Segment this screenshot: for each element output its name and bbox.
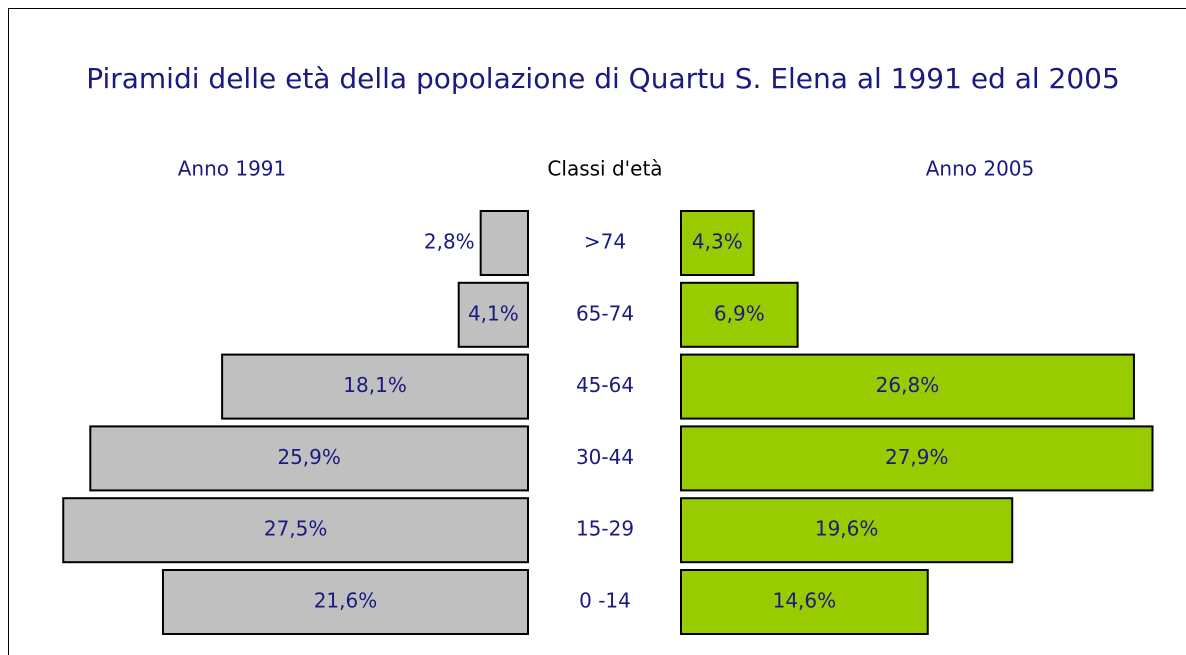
bar — [680, 569, 929, 635]
bar — [221, 353, 530, 420]
value-label: 25,9% — [277, 445, 341, 469]
value-label: 27,9% — [885, 445, 949, 469]
value-label: 21,6% — [314, 589, 378, 613]
category-heading: Classi d'età — [547, 157, 662, 181]
value-label: 2,8% — [424, 230, 475, 254]
bar — [680, 353, 1135, 420]
bar — [680, 281, 799, 348]
category-label: 0 -14 — [579, 589, 631, 613]
bar — [62, 497, 529, 564]
value-label: 4,1% — [468, 301, 519, 325]
value-label: 19,6% — [815, 517, 879, 541]
value-label: 27,5% — [264, 517, 328, 541]
bar — [457, 281, 529, 348]
bar — [479, 210, 529, 276]
bar — [680, 210, 755, 276]
legend-left: Anno 1991 — [178, 157, 287, 181]
bar — [680, 497, 1014, 564]
bar — [161, 569, 530, 635]
category-label: 45-64 — [576, 373, 634, 397]
value-label: 6,9% — [714, 301, 765, 325]
value-label: 18,1% — [343, 373, 407, 397]
chart-title: Piramidi delle età della popolazione di … — [86, 62, 1120, 95]
category-label: >74 — [584, 230, 626, 254]
bar — [89, 425, 529, 492]
category-label: 15-29 — [576, 517, 634, 541]
bar — [680, 425, 1154, 492]
value-label: 4,3% — [692, 230, 743, 254]
legend-right: Anno 2005 — [926, 157, 1035, 181]
value-label: 26,8% — [876, 373, 940, 397]
category-label: 30-44 — [576, 445, 634, 469]
value-label: 14,6% — [773, 589, 837, 613]
category-label: 65-74 — [576, 301, 634, 325]
